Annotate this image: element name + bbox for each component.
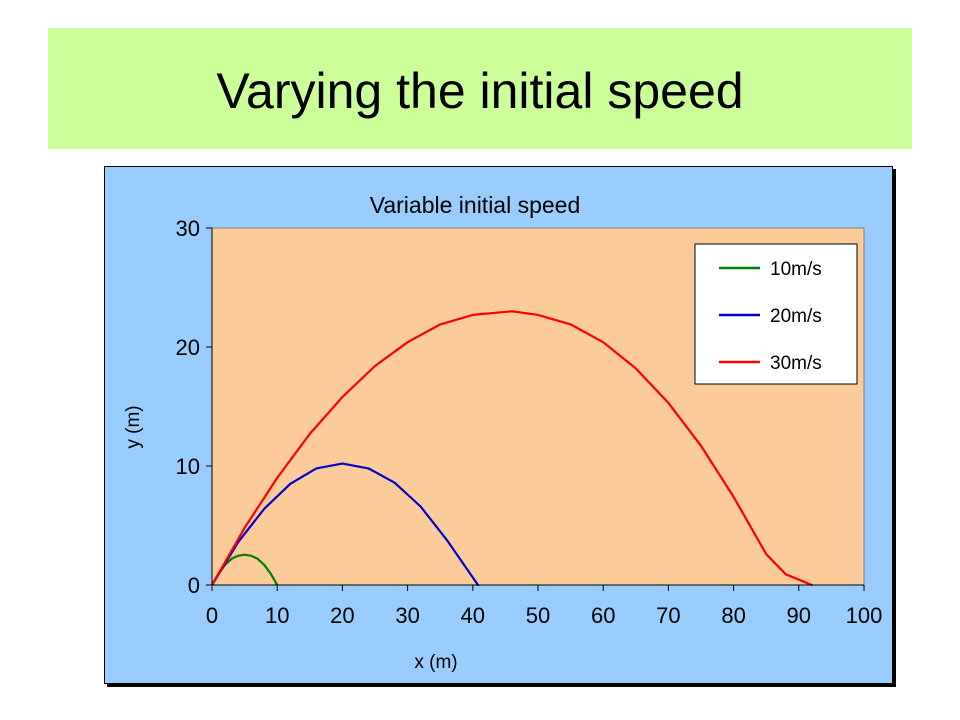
x-tick-label: 40 — [461, 603, 485, 628]
y-axis-ticks: 0 10 20 30 — [176, 216, 212, 598]
y-axis-label: y (m) — [123, 405, 144, 448]
x-axis-label: x (m) — [414, 652, 457, 673]
y-tick-label: 0 — [188, 573, 200, 598]
x-tick-label: 50 — [526, 603, 550, 628]
legend-label: 20m/s — [770, 306, 822, 327]
x-tick-label: 20 — [330, 603, 354, 628]
x-tick-label: 0 — [206, 603, 218, 628]
y-tick-label: 10 — [176, 454, 200, 479]
y-tick-label: 20 — [176, 335, 200, 360]
chart-title: Variable initial speed — [370, 192, 581, 218]
x-tick-label: 90 — [787, 603, 811, 628]
legend: 10m/s 20m/s 30m/s — [694, 243, 858, 385]
x-tick-label: 70 — [656, 603, 680, 628]
slide-title: Varying the initial speed — [216, 62, 744, 119]
trajectory-chart: 0 10 20 30 0 10 20 30 40 50 60 70 80 90 100 Variable … — [123, 192, 882, 673]
chart-frame: 0 10 20 30 0 10 20 30 40 50 60 70 80 90 100 Variable … — [104, 166, 893, 684]
series-line-30m-s — [210, 310, 813, 587]
series-line-20m-s — [210, 462, 480, 587]
x-axis-ticks: 0 10 20 30 40 50 60 70 80 90 100 — [206, 585, 882, 628]
series-layer — [210, 310, 813, 587]
x-tick-label: 30 — [395, 603, 419, 628]
legend-label: 10m/s — [770, 259, 822, 280]
x-tick-label: 100 — [846, 603, 883, 628]
x-tick-label: 80 — [721, 603, 745, 628]
y-tick-label: 30 — [176, 216, 200, 241]
x-tick-label: 10 — [265, 603, 289, 628]
x-tick-label: 60 — [591, 603, 615, 628]
legend-label: 30m/s — [770, 353, 822, 374]
title-band: Varying the initial speed — [48, 28, 912, 149]
